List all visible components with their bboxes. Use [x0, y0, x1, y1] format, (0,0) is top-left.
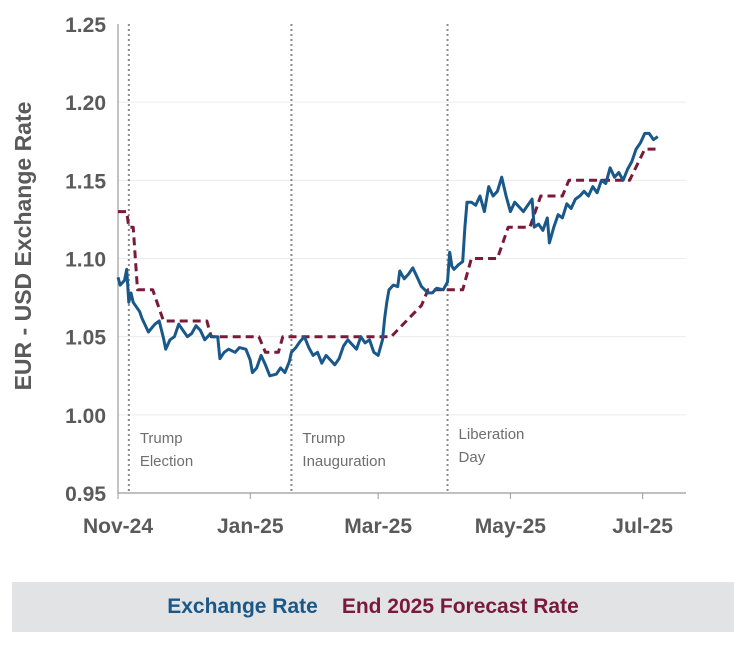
y-tick-labels: 1.25 1.20 1.15 1.10 1.05 1.00 0.95 — [65, 14, 106, 506]
legend: Exchange Rate End 2025 Forecast Rate — [12, 582, 734, 632]
exchange-rate-line — [116, 131, 659, 378]
x-tick-label: Jul-25 — [612, 515, 673, 538]
y-tick-label: 1.20 — [65, 92, 106, 115]
x-tick-label: Mar-25 — [344, 515, 412, 538]
x-tick-label: May-25 — [475, 515, 547, 538]
legend-item-exchange-rate: Exchange Rate — [167, 595, 318, 618]
series-lines — [116, 131, 659, 378]
event-label: Liberation — [459, 426, 525, 443]
y-tick-label: 1.15 — [65, 170, 106, 193]
event-label: Election — [140, 453, 193, 470]
x-tick-label: Jan-25 — [217, 515, 284, 538]
y-tick-label: 1.25 — [65, 14, 106, 37]
event-label: Trump — [302, 430, 345, 447]
grid-lines — [117, 24, 686, 494]
x-tick-labels: Nov-24 Jan-25 Mar-25 May-25 Jul-25 — [83, 493, 673, 538]
y-tick-label: 1.05 — [65, 327, 106, 350]
chart: EUR - USD Exchange Rate 1.25 1.20 1.15 1.10… — [10, 14, 686, 538]
y-tick-label: 1.10 — [65, 249, 106, 272]
y-tick-label: 1.00 — [65, 405, 106, 428]
y-tick-label: 0.95 — [65, 483, 106, 506]
x-tick-label: Nov-24 — [83, 515, 153, 538]
event-label: Day — [459, 449, 486, 466]
y-axis-label: EUR - USD Exchange Rate — [10, 102, 36, 391]
event-label: Inauguration — [302, 453, 385, 470]
event-label: Trump — [140, 430, 183, 447]
legend-item-forecast-rate: End 2025 Forecast Rate — [341, 595, 579, 618]
forecast-rate-line — [118, 147, 658, 354]
event-markers: Trump Election Trump Inauguration Liberation… — [127, 24, 525, 493]
